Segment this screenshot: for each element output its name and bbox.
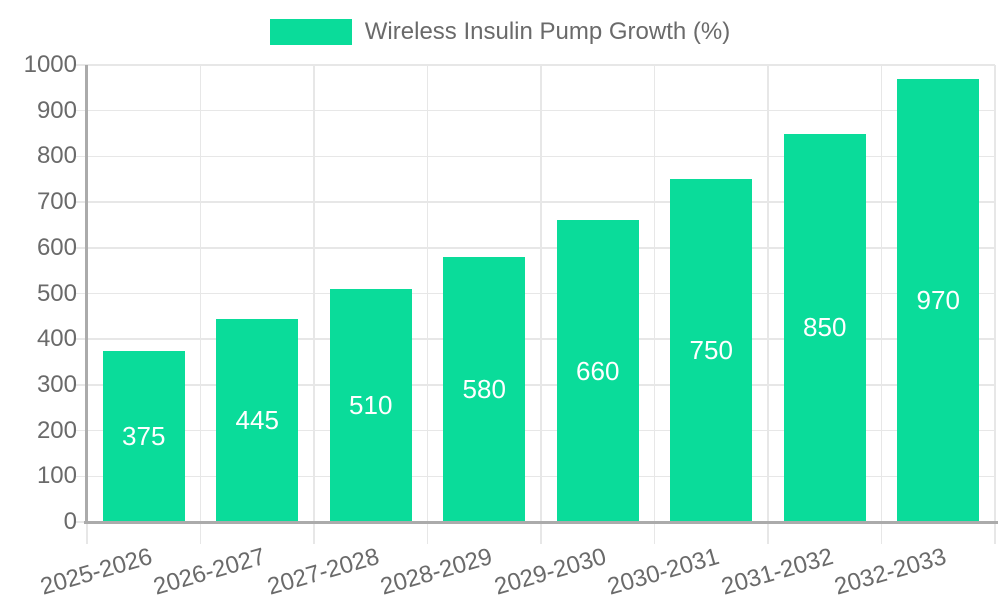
y-tick [76,292,87,295]
x-tick-label: 2031-2032 [718,543,837,600]
y-tick [76,475,87,478]
y-tick-label: 600 [36,233,77,261]
y-tick-label: 500 [36,279,77,307]
y-tick [76,338,87,340]
x-tick-label: 2030-2031 [604,543,723,600]
bar[interactable]: 750 [670,179,753,522]
bar-value-label: 970 [916,284,960,315]
v-gridline [540,65,542,522]
y-tick [76,521,87,523]
v-gridline [880,65,883,522]
y-tick [76,155,87,158]
y-tick [76,64,87,66]
y-tick-label: 1000 [23,51,77,78]
y-tick-label: 200 [36,416,77,444]
bar[interactable]: 580 [443,256,526,522]
plot-area: 375 445 510 580 660 750 850 970 [76,64,996,544]
bar[interactable]: 510 [329,288,412,522]
legend[interactable]: Wireless Insulin Pump Growth (%) [0,18,1000,46]
bar-value-label: 445 [235,404,279,435]
legend-swatch-icon [269,19,352,45]
x-tick-label: 2029-2030 [491,543,610,600]
bar-value-label: 660 [576,355,620,386]
legend-label: Wireless Insulin Pump Growth (%) [364,18,731,45]
bar-value-label: 580 [462,373,506,404]
y-tick-label: 100 [36,462,77,490]
x-tick [767,522,769,544]
x-tick [880,522,883,544]
x-tick [540,522,542,544]
v-gridline [199,65,202,522]
y-tick [76,429,87,432]
y-axis-labels: 0 100 200 300 400 500 600 700 800 900 1000 [0,0,77,600]
x-tick [86,522,88,544]
v-gridline [653,65,656,522]
x-axis-labels: 2025-2026 2026-2027 2027-2028 2028-2029 2029… [0,522,1000,600]
v-gridline [994,65,996,522]
x-tick-label: 2026-2027 [150,543,269,600]
v-gridline [426,65,429,522]
y-axis-line [85,65,88,522]
y-tick [76,201,87,203]
x-tick [653,522,656,544]
bar[interactable]: 970 [897,78,980,522]
x-tick [199,522,202,544]
y-tick [76,247,87,249]
y-tick-label: 0 [63,508,77,535]
bar-value-label: 375 [122,420,166,451]
bar-value-label: 750 [689,335,733,366]
y-tick [76,109,87,112]
x-tick [313,522,315,544]
x-tick-label: 2027-2028 [264,543,383,600]
bar[interactable]: 375 [102,350,185,522]
y-tick-label: 900 [36,96,77,124]
x-tick-label: 2028-2029 [377,543,496,600]
bar-value-label: 850 [803,312,847,343]
bar[interactable]: 660 [556,220,639,522]
x-tick-label: 2032-2033 [831,543,950,600]
y-tick-label: 800 [36,142,77,170]
y-tick-label: 300 [36,370,77,398]
bar[interactable]: 850 [783,133,866,522]
v-gridline [313,65,315,522]
x-tick [994,522,996,544]
x-tick [426,522,429,544]
bar-value-label: 510 [349,389,393,420]
y-tick [76,384,87,386]
x-tick-label: 2025-2026 [37,543,156,600]
y-tick-label: 700 [36,188,77,216]
bar[interactable]: 445 [216,318,299,522]
y-tick-label: 400 [36,325,77,353]
v-gridline [767,65,769,522]
x-axis-line [84,520,998,524]
